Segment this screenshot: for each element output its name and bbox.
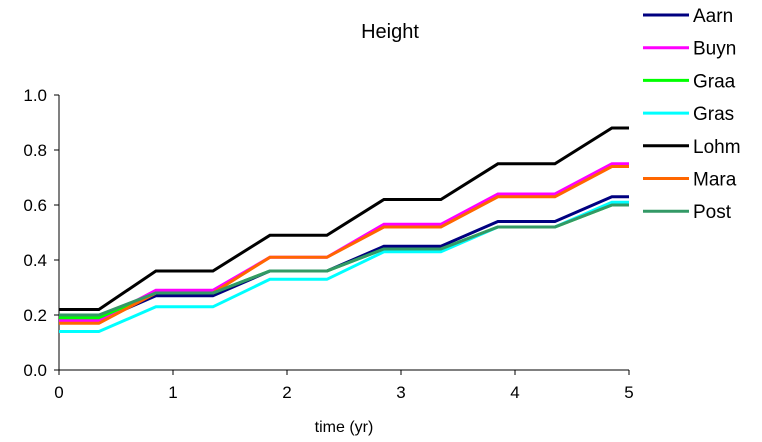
legend-label-gras: Gras [693, 104, 734, 125]
x-tick-label: 2 [282, 383, 291, 402]
series-line-post [59, 203, 629, 317]
legend-label-lohm: Lohm [693, 137, 741, 158]
series-line-aarn [59, 195, 629, 322]
legend-label-post: Post [693, 202, 732, 223]
x-tick-label: 1 [168, 383, 177, 402]
y-tick-label: 0.4 [23, 251, 47, 270]
x-axis-title: time (yr) [315, 419, 374, 436]
y-tick-label: 0.6 [23, 196, 47, 215]
y-tick-label: 0.0 [23, 361, 47, 380]
y-tick-label: 0.8 [23, 141, 47, 160]
legend-label-mara: Mara [693, 170, 737, 191]
series-line-lohm [59, 126, 629, 311]
y-tick-label: 1.0 [23, 86, 47, 105]
plot-area: 0.0 0.2 0.4 0.6 0.8 1.0 0 1 2 3 4 5 [23, 86, 633, 402]
legend-label-graa: Graa [693, 71, 736, 92]
series-line-mara [59, 165, 629, 325]
legend-label-aarn: Aarn [693, 6, 733, 27]
y-tick-label: 0.2 [23, 306, 47, 325]
legend-label-buyn: Buyn [693, 39, 736, 60]
chart-title: Height [361, 21, 419, 43]
x-tick-label: 4 [510, 383, 519, 402]
x-tick-label: 5 [624, 383, 633, 402]
legend: Aarn Buyn Graa Gras Lohm Mara Post [643, 6, 741, 223]
x-tick-label: 0 [54, 383, 63, 402]
x-tick-label: 3 [396, 383, 405, 402]
